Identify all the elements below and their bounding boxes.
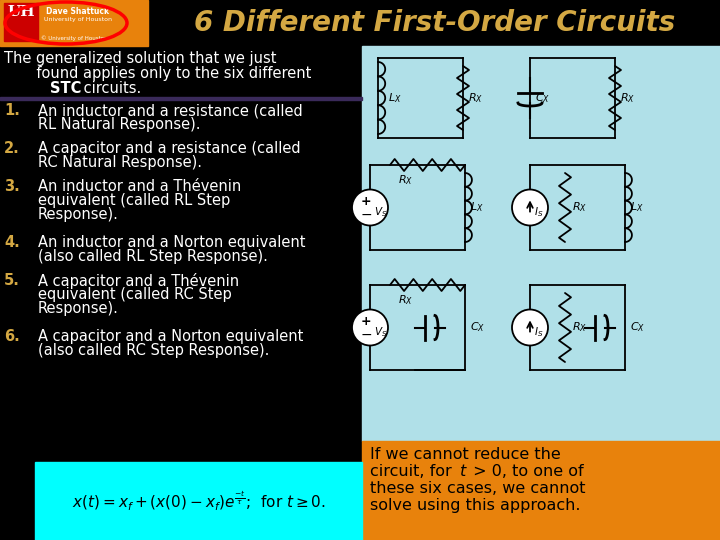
Text: $R_X$: $R_X$: [398, 173, 413, 187]
Text: $C_X$: $C_X$: [630, 321, 645, 334]
Text: $R_X$: $R_X$: [572, 321, 588, 334]
Text: +: +: [361, 195, 372, 208]
Bar: [362, 46, 720, 441]
Bar: [35, 462, 362, 540]
Text: © University of Houston: © University of Houston: [41, 35, 107, 40]
Text: found applies only to the six different: found applies only to the six different: [4, 66, 311, 81]
Text: 4.: 4.: [4, 235, 19, 250]
Text: 2.: 2.: [4, 141, 19, 156]
Text: (also called RL Step Response).: (also called RL Step Response).: [38, 249, 268, 264]
Text: $x(t) = x_f + \left(x(0) - x_f\right)e^{\frac{-t}{\tau}}$;  for $t \geq 0.$: $x(t) = x_f + \left(x(0) - x_f\right)e^{…: [71, 489, 325, 512]
Text: The generalized solution that we just: The generalized solution that we just: [4, 51, 276, 66]
Text: −: −: [360, 327, 372, 341]
Text: these six cases, we cannot: these six cases, we cannot: [370, 481, 585, 496]
Text: +: +: [361, 315, 372, 328]
Text: An inductor and a resistance (called: An inductor and a resistance (called: [38, 103, 302, 118]
Text: −: −: [360, 207, 372, 221]
Text: UH: UH: [7, 5, 35, 19]
Text: An inductor and a Thévenin: An inductor and a Thévenin: [38, 179, 241, 194]
Text: Dave Shattuck: Dave Shattuck: [46, 7, 109, 16]
Bar: [0, 0, 720, 46]
Text: $I_S$: $I_S$: [534, 206, 544, 219]
Text: (also called RC Step Response).: (also called RC Step Response).: [38, 343, 269, 358]
Text: If we cannot reduce the: If we cannot reduce the: [370, 447, 561, 462]
Text: A capacitor and a Thévenin: A capacitor and a Thévenin: [38, 273, 239, 289]
Text: $V_S$: $V_S$: [374, 326, 387, 340]
Text: A capacitor and a Norton equivalent: A capacitor and a Norton equivalent: [38, 329, 303, 344]
Text: 6.: 6.: [4, 329, 19, 344]
Text: STC: STC: [50, 81, 81, 96]
Text: circuits.: circuits.: [79, 81, 141, 96]
Text: 5.: 5.: [4, 273, 20, 288]
Text: $I_S$: $I_S$: [534, 326, 544, 340]
Text: University of Houston: University of Houston: [44, 17, 112, 22]
Text: Response).: Response).: [38, 301, 119, 316]
Text: circuit, for: circuit, for: [370, 464, 457, 479]
Bar: [362, 441, 720, 540]
Text: An inductor and a Norton equivalent: An inductor and a Norton equivalent: [38, 235, 305, 250]
Circle shape: [512, 190, 548, 226]
Bar: [4, 3, 38, 41]
Text: 1.: 1.: [4, 103, 20, 118]
Text: 6 Different First-Order Circuits: 6 Different First-Order Circuits: [194, 9, 675, 37]
Bar: [0, 97, 362, 100]
Text: $R_X$: $R_X$: [620, 91, 635, 105]
Text: equivalent (called RL Step: equivalent (called RL Step: [38, 193, 230, 208]
Text: $L_X$: $L_X$: [470, 200, 484, 214]
Text: $R_X$: $R_X$: [572, 200, 588, 214]
Text: RL Natural Response).: RL Natural Response).: [38, 117, 200, 132]
Text: 3.: 3.: [4, 179, 19, 194]
Text: $L_X$: $L_X$: [388, 91, 402, 105]
Text: solve using this approach.: solve using this approach.: [370, 498, 580, 513]
Circle shape: [512, 309, 548, 346]
Circle shape: [352, 190, 388, 226]
Bar: [0, 0, 148, 46]
Text: t: t: [460, 464, 467, 479]
Text: $R_X$: $R_X$: [398, 293, 413, 307]
Text: Response).: Response).: [38, 207, 119, 222]
Text: > 0, to one of: > 0, to one of: [468, 464, 584, 479]
Text: $L_X$: $L_X$: [630, 200, 644, 214]
Text: A capacitor and a resistance (called: A capacitor and a resistance (called: [38, 141, 301, 156]
Text: $V_S$: $V_S$: [374, 206, 387, 219]
Circle shape: [352, 309, 388, 346]
Text: RC Natural Response).: RC Natural Response).: [38, 155, 202, 170]
Text: $C_X$: $C_X$: [470, 321, 485, 334]
Text: equivalent (called RC Step: equivalent (called RC Step: [38, 287, 232, 302]
Text: $C_X$: $C_X$: [535, 91, 550, 105]
Text: $R_X$: $R_X$: [468, 91, 483, 105]
